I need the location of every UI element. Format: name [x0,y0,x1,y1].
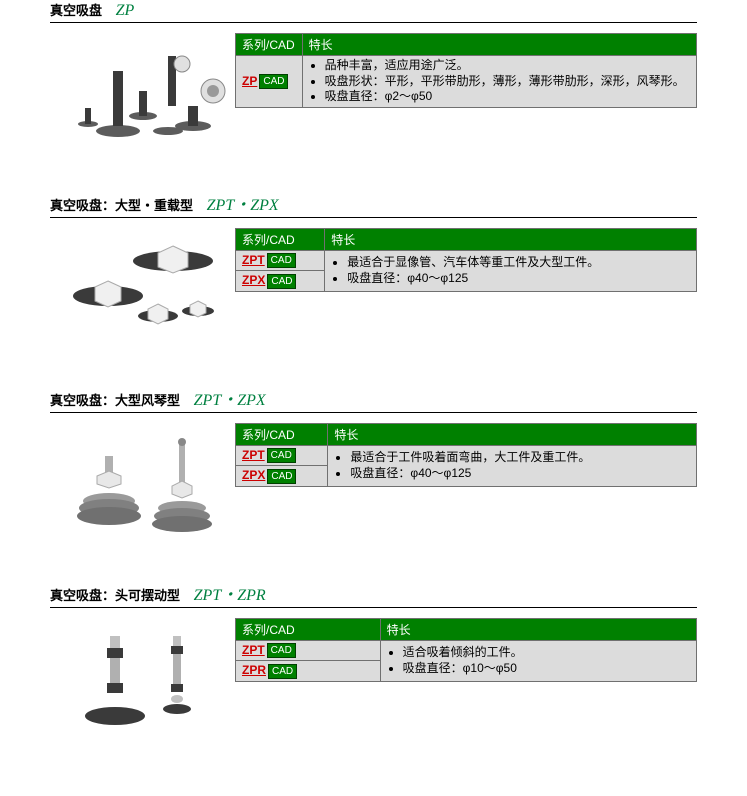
spec-table: 系列/CAD 特长 ZPTCAD 适合吸着倾斜的工件。 吸盘直径：φ10～φ50 [235,618,697,682]
cad-badge-icon[interactable]: CAD [267,448,296,463]
product-section: 真空吸盘 ZP [50,0,697,151]
features-cell: 品种丰富，适应用途广泛。 吸盘形状：平形，平形带肋形，薄形，薄形带肋形，深形，风… [302,56,696,108]
cad-badge-icon[interactable]: CAD [259,74,288,89]
cad-badge-icon[interactable]: CAD [267,469,296,484]
product-section: 真空吸盘：大型・重载型 ZPT・ZPX [50,191,697,346]
feature-item: 最适合于显像管、汽车体等重工件及大型工件。 [347,255,690,271]
page-container: 真空吸盘 ZP [0,0,747,796]
product-image [50,31,235,151]
section-header: 真空吸盘：大型・重载型 ZPT・ZPX [50,191,697,218]
section-row: 系列/CAD 特长 ZPTCAD 最适合于工件吸着面弯曲，大工件及重工件。 吸盘… [50,421,697,541]
section-title-model: ZPT・ZPX [194,392,266,409]
feature-item: 吸盘直径：φ10～φ50 [403,661,690,677]
section-title-cn: 真空吸盘：大型・重载型 [50,198,193,213]
col-header-series: 系列/CAD [236,229,325,251]
feature-item: 最适合于工件吸着面弯曲，大工件及重工件。 [350,450,690,466]
features-cell: 最适合于工件吸着面弯曲，大工件及重工件。 吸盘直径：φ40～φ125 [328,446,697,487]
feature-item: 吸盘直径：φ2～φ50 [325,89,690,105]
section-title-cn: 真空吸盘 [50,3,102,18]
col-header-series: 系列/CAD [236,424,328,446]
col-header-series: 系列/CAD [236,34,303,56]
section-title-model: ZPT・ZPX [207,197,279,214]
col-header-features: 特长 [328,424,697,446]
section-header: 真空吸盘：头可摆动型 ZPT・ZPR [50,581,697,608]
col-header-features: 特长 [325,229,697,251]
series-link[interactable]: ZPX [242,468,265,482]
feature-item: 吸盘直径：φ40～φ125 [350,466,690,482]
series-link[interactable]: ZPT [242,448,265,462]
section-title-cn: 真空吸盘：头可摆动型 [50,588,180,603]
features-cell: 最适合于显像管、汽车体等重工件及大型工件。 吸盘直径：φ40～φ125 [325,251,697,292]
series-cell: ZPCAD [236,56,303,108]
section-row: 系列/CAD 特长 ZPCAD 品种丰富，适应用途广泛。 吸盘形状：平形，平形带… [50,31,697,151]
feature-list: 最适合于工件吸着面弯曲，大工件及重工件。 吸盘直径：φ40～φ125 [334,450,690,481]
feature-list: 适合吸着倾斜的工件。 吸盘直径：φ10～φ50 [387,645,690,676]
series-cell: ZPXCAD [236,466,328,486]
series-link[interactable]: ZPR [242,663,266,677]
feature-item: 吸盘形状：平形，平形带肋形，薄形，薄形带肋形，深形，风琴形。 [325,74,690,90]
series-cell: ZPRCAD [236,661,381,681]
series-link[interactable]: ZP [242,74,257,88]
spec-table: 系列/CAD 特长 ZPCAD 品种丰富，适应用途广泛。 吸盘形状：平形，平形带… [235,33,697,108]
section-title-model: ZP [116,2,135,19]
cad-badge-icon[interactable]: CAD [268,664,297,679]
feature-item: 吸盘直径：φ40～φ125 [347,271,690,287]
section-row: 系列/CAD 特长 ZPTCAD 适合吸着倾斜的工件。 吸盘直径：φ10～φ50 [50,616,697,736]
product-section: 真空吸盘：大型风琴型 ZPT・ZPX [50,386,697,541]
cad-badge-icon[interactable]: CAD [267,643,296,658]
spec-table: 系列/CAD 特长 ZPTCAD 最适合于显像管、汽车体等重工件及大型工件。 吸… [235,228,697,292]
feature-item: 适合吸着倾斜的工件。 [403,645,690,661]
col-header-features: 特长 [302,34,696,56]
feature-list: 最适合于显像管、汽车体等重工件及大型工件。 吸盘直径：φ40～φ125 [331,255,690,286]
series-cell: ZPXCAD [236,271,325,291]
series-link[interactable]: ZPX [242,273,265,287]
features-cell: 适合吸着倾斜的工件。 吸盘直径：φ10～φ50 [380,641,696,682]
cad-badge-icon[interactable]: CAD [267,253,296,268]
series-link[interactable]: ZPT [242,643,265,657]
col-header-series: 系列/CAD [236,619,381,641]
section-header: 真空吸盘：大型风琴型 ZPT・ZPX [50,386,697,413]
series-cell: ZPTCAD [236,641,381,661]
series-link[interactable]: ZPT [242,253,265,267]
section-title-model: ZPT・ZPR [194,587,266,604]
cad-badge-icon[interactable]: CAD [267,274,296,289]
section-title-cn: 真空吸盘：大型风琴型 [50,393,180,408]
feature-item: 品种丰富，适应用途广泛。 [325,58,690,74]
product-image [50,616,235,736]
spec-table: 系列/CAD 特长 ZPTCAD 最适合于工件吸着面弯曲，大工件及重工件。 吸盘… [235,423,697,487]
col-header-features: 特长 [380,619,696,641]
section-row: 系列/CAD 特长 ZPTCAD 最适合于显像管、汽车体等重工件及大型工件。 吸… [50,226,697,346]
product-image [50,226,235,346]
series-cell: ZPTCAD [236,251,325,271]
product-section: 真空吸盘：头可摆动型 ZPT・ZPR [50,581,697,736]
feature-list: 品种丰富，适应用途广泛。 吸盘形状：平形，平形带肋形，薄形，薄形带肋形，深形，风… [309,58,690,105]
series-cell: ZPTCAD [236,446,328,466]
product-image [50,421,235,541]
section-header: 真空吸盘 ZP [50,0,697,23]
